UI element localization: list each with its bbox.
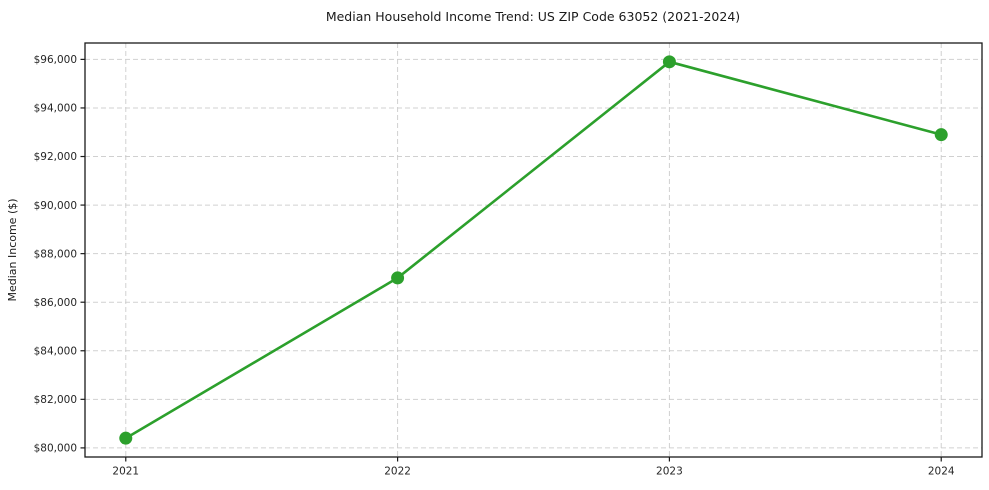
- y-tick-label: $96,000: [34, 54, 77, 66]
- y-tick-label: $88,000: [34, 248, 77, 260]
- plot-area: $80,000 $82,000 $84,000 $86,000 $88,000 $90,0…: [34, 42, 983, 478]
- plot-border: [84, 42, 983, 458]
- data-point: [662, 55, 676, 69]
- y-tick-label: $94,000: [34, 103, 77, 115]
- x-tick-label: 2021: [112, 466, 139, 478]
- y-tick-label: $90,000: [34, 200, 77, 212]
- data-point: [119, 431, 133, 445]
- x-tick-label: 2023: [656, 466, 683, 478]
- y-tick-label: $84,000: [34, 345, 77, 357]
- y-tick-label: $86,000: [34, 297, 77, 309]
- x-tick-label: 2024: [928, 466, 955, 478]
- y-tick-label: $92,000: [34, 151, 77, 163]
- data-point: [391, 271, 405, 285]
- y-axis-label: Median Income ($): [6, 198, 19, 301]
- chart-title: Median Household Income Trend: US ZIP Co…: [326, 9, 740, 24]
- y-tick-label: $82,000: [34, 394, 77, 406]
- y-tick-label: $80,000: [34, 443, 77, 455]
- trend-line: [124, 60, 943, 440]
- x-tick-label: 2022: [384, 466, 411, 478]
- data-point: [934, 128, 948, 142]
